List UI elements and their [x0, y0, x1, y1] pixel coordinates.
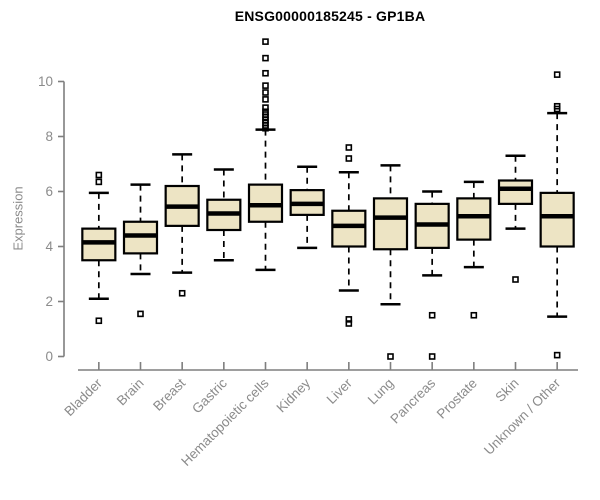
outlier-liver	[345, 144, 353, 151]
y-tick-label-8: 8	[45, 129, 53, 144]
outlier-skin	[512, 276, 519, 283]
outlier-liver	[345, 316, 353, 323]
y-tick-label-10: 10	[38, 74, 53, 89]
outlier-lung	[387, 353, 394, 360]
outlier-unknown-other	[553, 71, 561, 78]
outlier-hematopoietic-cells	[262, 38, 269, 45]
x-tick-label-breast: Breast	[150, 375, 188, 413]
chart-title: ENSG00000185245 - GP1BA	[234, 8, 426, 24]
y-tick-label-4: 4	[45, 239, 53, 254]
box-lung	[372, 197, 409, 251]
outlier-prostate	[470, 311, 478, 319]
outlier-liver	[345, 320, 353, 327]
outlier-hematopoietic-cells	[262, 104, 269, 111]
y-tick-label-0: 0	[45, 349, 53, 364]
outlier-hematopoietic-cells	[262, 124, 269, 132]
outlier-hematopoietic-cells	[262, 82, 269, 89]
outlier-pancreas	[428, 353, 436, 360]
box-unknown-other	[539, 191, 575, 248]
x-tick-label-lung: Lung	[365, 376, 397, 408]
outlier-unknown-other	[553, 105, 561, 113]
outlier-bladder	[95, 171, 103, 179]
box-prostate	[456, 197, 492, 241]
box-skin	[497, 179, 534, 205]
outlier-bladder	[95, 178, 103, 186]
outlier-hematopoietic-cells	[262, 96, 269, 103]
outlier-breast	[178, 289, 186, 297]
x-tick-label-gastric: Gastric	[189, 375, 230, 416]
outlier-hematopoietic-cells	[262, 54, 269, 62]
outlier-hematopoietic-cells	[262, 69, 269, 77]
x-tick-label-unknown-other: Unknown / Other	[481, 375, 564, 458]
x-tick-label-prostate: Prostate	[434, 376, 480, 422]
x-tick-label-pancreas: Pancreas	[387, 375, 438, 426]
outlier-pancreas	[428, 311, 436, 319]
box-liver	[331, 209, 367, 248]
x-tick-label-brain: Brain	[114, 376, 147, 409]
x-tick-label-skin: Skin	[492, 376, 521, 405]
y-tick-label-2: 2	[45, 294, 53, 309]
outlier-unknown-other	[553, 351, 561, 359]
x-tick-label-liver: Liver	[324, 375, 356, 407]
outlier-hematopoietic-cells	[262, 89, 269, 96]
outlier-liver	[345, 155, 353, 162]
outlier-brain	[137, 310, 144, 318]
x-tick-label-kidney: Kidney	[273, 375, 313, 415]
x-tick-label-bladder: Bladder	[61, 375, 105, 419]
outlier-bladder	[95, 317, 103, 325]
y-tick-label-6: 6	[45, 184, 53, 199]
